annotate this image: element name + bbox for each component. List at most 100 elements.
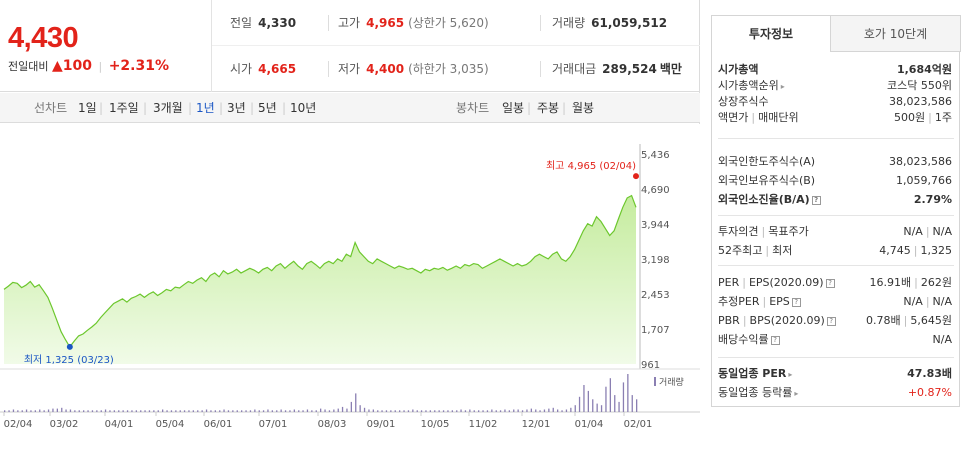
investment-info-panel: 투자정보 호가 10단계 시가총액 1,684억원 시가총액순위 ▸ 코스닥 550위… xyxy=(711,15,961,407)
help-icon[interactable]: ? xyxy=(791,297,801,307)
divider xyxy=(718,138,954,139)
lower-limit: (하한가 3,035) xyxy=(408,62,489,76)
foreign-limit-row: 외국인한도주식수(A) 38,023,586 xyxy=(718,152,952,171)
industry-rate-label[interactable]: 동일업종 등락률 ▸ xyxy=(718,386,799,399)
volume-bar xyxy=(521,410,524,412)
prev-close-cell: 전일 4,330 xyxy=(230,0,296,46)
volume-bar xyxy=(34,410,36,412)
volume-bar xyxy=(486,410,489,412)
divider xyxy=(718,357,954,358)
low-value: 4,400 xyxy=(366,62,405,76)
foreign-hold-value: 1,059,766 xyxy=(896,174,952,187)
period-5y-button[interactable]: 5년 xyxy=(258,101,277,115)
volume-bar xyxy=(245,410,247,412)
help-icon[interactable]: ? xyxy=(770,335,780,345)
est-per-value: N/A | N/A xyxy=(903,295,952,308)
low-marker xyxy=(66,343,73,350)
summary-row-2: 시가 4,665 저가 4,400 (하한가 3,035) 거래대금 289,524 백만 xyxy=(212,46,700,92)
volume-bar xyxy=(100,410,102,412)
tab-order-book[interactable]: 호가 10단계 xyxy=(830,15,961,52)
trade-value-unit: 백만 xyxy=(659,62,682,76)
volume-bar xyxy=(350,401,352,412)
volume-bar xyxy=(618,401,620,412)
volume-bar xyxy=(302,410,304,412)
change-amount: ▲100 xyxy=(51,58,92,74)
volume-bar xyxy=(535,409,537,412)
industry-per-label[interactable]: 동일업종 PER ▸ xyxy=(718,367,793,380)
volume-legend-swatch xyxy=(654,377,656,386)
volume-bar xyxy=(227,410,230,412)
volume-bar xyxy=(113,410,115,412)
y-tick-label: 1,707 xyxy=(641,325,670,336)
help-icon[interactable]: ? xyxy=(825,278,835,288)
volume-bar xyxy=(592,399,594,412)
volume-bar xyxy=(456,410,458,412)
divider xyxy=(328,61,329,77)
est-per-label: 추정PER | EPS? xyxy=(718,292,801,311)
candle-weekly-button[interactable]: 주봉 xyxy=(537,101,560,115)
volume-bar xyxy=(293,409,295,412)
period-10y-button[interactable]: 10년 xyxy=(290,101,317,115)
help-icon[interactable]: ? xyxy=(811,195,821,205)
volume-bar xyxy=(473,410,475,412)
volume-bar xyxy=(561,410,563,412)
shares-label: 상장주식수 xyxy=(718,95,769,108)
volume-bar xyxy=(390,410,392,412)
volume-bar xyxy=(609,378,611,412)
open-value: 4,665 xyxy=(258,62,297,76)
x-tick-label: 08/03 xyxy=(318,419,347,430)
candle-monthly-button[interactable]: 월봉 xyxy=(572,101,595,115)
volume-bar xyxy=(434,410,436,412)
foreign-ratio-row: 외국인소진율(B/A)? 2.79% xyxy=(718,190,952,209)
tab-investment-info[interactable]: 투자정보 xyxy=(711,15,831,52)
volume-bar xyxy=(17,410,19,412)
volume-bar xyxy=(495,410,497,412)
change-percent: +2.31% xyxy=(108,58,170,74)
volume-bar xyxy=(262,410,265,412)
divider xyxy=(718,265,954,266)
volume-bar xyxy=(52,408,54,412)
y-tick-label: 2,453 xyxy=(641,290,670,301)
cap-rank-label[interactable]: 시가총액순위 ▸ xyxy=(718,79,785,92)
period-1y-button[interactable]: 1년 xyxy=(196,101,215,115)
volume-bar xyxy=(491,409,493,412)
per-row: PER | EPS(2020.09)? 16.91배 | 262원 xyxy=(718,273,952,292)
market-cap-row: 시가총액 1,684억원 xyxy=(718,62,952,78)
help-icon[interactable]: ? xyxy=(826,316,836,326)
volume-bar xyxy=(91,410,94,412)
x-tick-label: 04/01 xyxy=(105,419,134,430)
low-label: 저가 xyxy=(338,62,361,76)
volume-bar xyxy=(140,410,142,412)
shares-value: 38,023,586 xyxy=(889,95,952,108)
period-3m-button[interactable]: 3개월 xyxy=(153,101,183,115)
volume-bar xyxy=(25,409,28,412)
volume-bar xyxy=(276,410,278,412)
pbr-value: 0.78배 | 5,645원 xyxy=(866,314,952,327)
period-1w-button[interactable]: 1주일 xyxy=(109,101,139,115)
volume-bar xyxy=(96,410,98,412)
price-chart[interactable]: 5,436 4,690 3,944 3,198 2,453 1,707 961 최고 4,9… xyxy=(0,124,700,457)
change-divider: | xyxy=(98,60,103,73)
divider xyxy=(718,215,954,216)
y-tick-label: 4,690 xyxy=(641,185,670,196)
period-1d-button[interactable]: 1일 xyxy=(78,101,97,115)
chevron-right-icon: ▸ xyxy=(794,389,799,398)
high-annotation: 최고 4,965 (02/04) xyxy=(546,160,636,172)
volume-bar xyxy=(359,405,361,412)
foreign-limit-label: 외국인한도주식수(A) xyxy=(718,155,816,168)
volume-bar xyxy=(337,408,339,412)
volume-bar xyxy=(627,374,629,412)
volume-bar xyxy=(363,407,366,412)
volume-bar xyxy=(622,382,625,412)
x-tick-label: 12/01 xyxy=(522,419,551,430)
high-cell: 고가 4,965 (상한가 5,620) xyxy=(338,0,489,46)
candle-daily-button[interactable]: 일봉 xyxy=(502,101,525,115)
volume-bar xyxy=(170,410,173,412)
volume-bar xyxy=(104,409,107,412)
volume-bar xyxy=(600,405,603,412)
period-3y-button[interactable]: 3년 xyxy=(227,101,246,115)
volume-bar xyxy=(513,409,515,412)
per-value: 16.91배 | 262원 xyxy=(869,276,952,289)
volume-bar xyxy=(605,386,607,412)
